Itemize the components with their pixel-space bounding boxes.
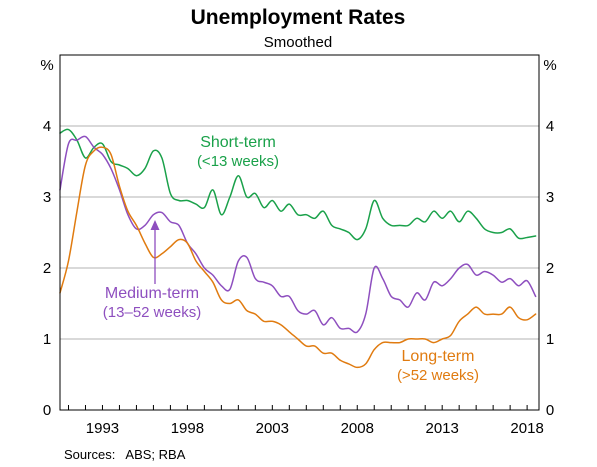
medium-term-sublabel: (13–52 weeks) [103, 304, 201, 321]
series-lines [59, 128, 537, 369]
x-tick-label-1993: 1993 [86, 420, 119, 437]
x-tick-marks [67, 405, 528, 410]
y-tick-right-1: 1 [546, 331, 554, 348]
y-tick-right-4: 4 [546, 118, 554, 135]
y-tick-right-3: 3 [546, 189, 554, 206]
medium-term-label: Medium-term [105, 285, 199, 302]
y-tick-right-2: 2 [546, 260, 554, 277]
y-tick-left-3: 3 [43, 189, 51, 206]
x-tick-label-2008: 2008 [341, 420, 374, 437]
series-line-short-term [59, 128, 537, 241]
medium-term-arrow-head [150, 220, 160, 230]
x-tick-labels: 1993 1998 2003 2008 2013 2018 [86, 420, 544, 437]
x-tick-label-2003: 2003 [256, 420, 289, 437]
short-term-label: Short-term [200, 134, 276, 151]
y-tick-left-0: 0 [43, 402, 51, 419]
y-tick-left-4: 4 [43, 118, 51, 135]
y-tick-labels: 0 0 1 1 2 2 3 3 4 4 [43, 118, 554, 419]
long-term-sublabel: (>52 weeks) [397, 367, 479, 384]
x-tick-label-2013: 2013 [425, 420, 458, 437]
source-note: Sources: ABS; RBA [64, 447, 186, 462]
y-tick-left-2: 2 [43, 260, 51, 277]
y-unit-right: % [543, 57, 556, 74]
chart-title: Unemployment Rates [191, 6, 406, 29]
x-tick-label-1998: 1998 [171, 420, 204, 437]
chart-subtitle: Smoothed [264, 34, 332, 51]
long-term-label: Long-term [402, 348, 475, 365]
short-term-sublabel: (<13 weeks) [197, 153, 279, 170]
series-line-long-term [59, 146, 537, 369]
x-tick-label-2018: 2018 [510, 420, 543, 437]
y-unit-left: % [40, 57, 53, 74]
y-tick-right-0: 0 [546, 402, 554, 419]
plot-frame [59, 54, 540, 411]
y-tick-left-1: 1 [43, 331, 51, 348]
